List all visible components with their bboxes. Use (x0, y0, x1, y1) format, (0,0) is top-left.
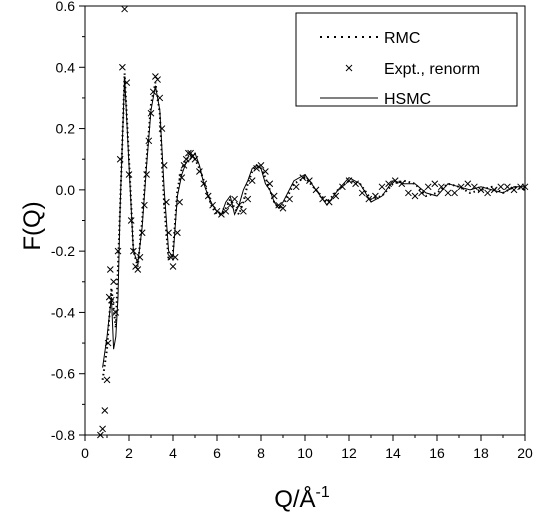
data-point (266, 180, 274, 188)
data-point (132, 263, 139, 270)
x-tick-label: 10 (297, 445, 313, 461)
legend-label-hsmc: HSMC (384, 91, 431, 108)
data-point (279, 204, 287, 212)
data-point (378, 183, 386, 191)
x-axis-title-text: Q/Å (274, 485, 315, 513)
data-point (431, 180, 439, 188)
y-tick-label: 0.6 (56, 0, 76, 14)
data-point (152, 73, 159, 80)
data-point (457, 183, 465, 191)
data-point (149, 88, 157, 96)
data-point (114, 247, 122, 255)
data-point (101, 407, 109, 414)
data-point (464, 180, 472, 188)
data-point (240, 207, 247, 215)
x-tick-label: 18 (473, 445, 489, 461)
data-point (138, 229, 146, 237)
y-tick-label: 0.2 (56, 121, 76, 137)
data-point (119, 63, 126, 71)
data-point (134, 266, 142, 273)
legend: RMC Expt., renorm HSMC (295, 12, 518, 108)
data-point (103, 376, 111, 384)
data-point (178, 174, 186, 181)
data-point (222, 207, 230, 215)
data-point (352, 180, 359, 188)
x-axis-ticks: 0 2 4 6 8 10 12 14 16 18 20 (81, 435, 533, 461)
data-point (163, 198, 170, 206)
y-tick-label: 0.4 (56, 59, 76, 75)
data-point (451, 189, 458, 197)
data-point (484, 189, 491, 197)
data-point (169, 263, 177, 270)
data-point (231, 195, 238, 203)
data-point (411, 192, 419, 200)
data-point (391, 177, 399, 185)
data-point (143, 171, 150, 178)
data-point (299, 174, 307, 181)
data-point (424, 183, 432, 191)
y-tick-label: -0.4 (51, 304, 75, 320)
data-point (97, 431, 104, 439)
series-line (102, 76, 525, 368)
y-tick-label: -0.2 (51, 243, 75, 259)
y-tick-label: 0.0 (56, 182, 76, 198)
data-point (110, 278, 117, 286)
data-point (262, 168, 269, 175)
x-axis-title-superscript: -1 (316, 484, 330, 501)
x-tick-label: 12 (341, 445, 357, 461)
legend-label-rmc: RMC (384, 30, 420, 47)
x-tick-label: 0 (81, 445, 89, 461)
data-point (405, 189, 412, 197)
data-point (497, 183, 505, 191)
y-axis-title: F(Q) (19, 201, 46, 250)
series-rmc (101, 73, 526, 380)
x-tick-label: 6 (213, 445, 221, 461)
data-point (112, 309, 120, 316)
x-tick-label: 2 (125, 445, 133, 461)
x-tick-label: 14 (385, 445, 401, 461)
y-tick-label: -0.6 (51, 366, 75, 382)
data-point (275, 201, 282, 209)
y-tick-label: -0.8 (51, 427, 75, 443)
data-point (292, 183, 300, 191)
series-line (101, 73, 526, 380)
x-tick-label: 20 (517, 445, 533, 461)
data-point (158, 125, 166, 132)
data-point (160, 161, 168, 169)
data-point (154, 76, 161, 83)
series-hsmc (102, 76, 525, 368)
data-point (248, 177, 256, 185)
data-point (121, 5, 128, 13)
data-point (99, 425, 106, 433)
data-point (106, 266, 114, 273)
data-point (385, 180, 392, 188)
data-point (244, 195, 252, 203)
legend-label-expt: Expt., renorm (384, 61, 480, 78)
data-point (165, 229, 172, 237)
y-axis-ticks: -0.8 -0.6 -0.4 -0.2 0.0 0.2 0.4 0.6 (51, 0, 85, 443)
data-point (141, 201, 148, 209)
x-axis-title: Q/Å-1 (274, 484, 330, 513)
data-point (339, 183, 346, 191)
data-point (332, 192, 340, 200)
data-point (187, 149, 194, 157)
data-point (127, 217, 135, 224)
legend-swatch-expt (345, 64, 353, 72)
data-point (398, 180, 406, 188)
data-point (444, 189, 452, 197)
series-layer (97, 5, 529, 439)
data-point (286, 195, 293, 203)
x-tick-label: 4 (169, 445, 177, 461)
x-tick-label: 16 (429, 445, 445, 461)
legend-frame (295, 12, 518, 107)
x-tick-label: 8 (257, 445, 265, 461)
data-point (490, 186, 498, 194)
data-point (185, 149, 192, 157)
